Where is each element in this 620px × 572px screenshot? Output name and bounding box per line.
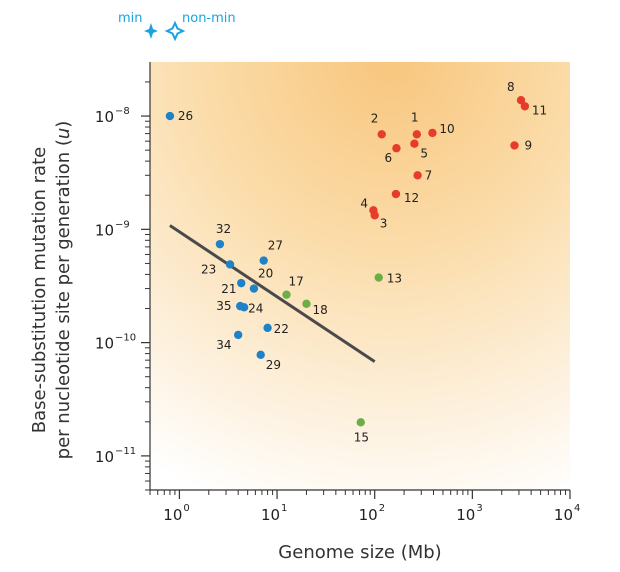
- data-point-label: 22: [274, 322, 289, 336]
- data-point-red: [428, 128, 437, 138]
- data-point-label: 20: [258, 267, 273, 281]
- x-tick-base: 10: [359, 506, 378, 524]
- y-tick-exponent: −11: [115, 446, 136, 457]
- x-tick-base: 10: [163, 506, 182, 524]
- data-point-label: 35: [216, 299, 231, 313]
- y-tick-base: 10: [95, 448, 114, 466]
- x-ticks: [149, 490, 571, 499]
- data-point-red: [410, 139, 419, 148]
- data-point-red: [516, 96, 526, 105]
- data-point-blue: [225, 260, 235, 269]
- data-point-label: 15: [354, 430, 369, 444]
- y-tick-label: 10 −11: [95, 446, 136, 466]
- legend-min-marker: [144, 23, 158, 39]
- x-tick-exponent: 0: [183, 503, 189, 514]
- data-point-label: 26: [178, 109, 193, 123]
- data-point-blue: [233, 330, 243, 340]
- data-point-red: [369, 206, 378, 215]
- x-tick-labels: 10 0 10 1 10 2 10 3 10 4: [163, 503, 580, 524]
- data-point-green: [374, 273, 383, 282]
- data-point-label: 4: [360, 196, 368, 210]
- y-tick-label: 10 −8: [95, 106, 130, 126]
- data-point-label: 3: [380, 216, 388, 230]
- x-tick-base: 10: [456, 506, 475, 524]
- data-point-green: [282, 290, 291, 299]
- trend-line: [169, 224, 376, 363]
- data-point-red: [377, 130, 386, 139]
- y-ticks: [141, 81, 150, 491]
- legend-nonmin-marker: [164, 20, 186, 42]
- y-tick-exponent: −10: [115, 333, 136, 344]
- data-point-blue: [259, 256, 268, 265]
- x-tick-base: 10: [261, 506, 280, 524]
- x-tick-label: 10 3: [456, 503, 482, 524]
- data-point-label: 9: [524, 138, 532, 152]
- data-point-label: 8: [507, 80, 515, 94]
- data-point-labels: 1234567891011121315171820212223242627293…: [178, 80, 547, 444]
- y-tick-base: 10: [95, 335, 114, 353]
- x-tick-label: 10 1: [261, 503, 287, 524]
- legend: min non-min: [118, 11, 236, 42]
- data-points: [165, 96, 530, 427]
- data-point-label: 27: [268, 239, 283, 253]
- data-point-label: 23: [201, 262, 216, 276]
- data-point-red: [412, 130, 422, 139]
- x-axis-title: Genome size (Mb): [278, 542, 441, 563]
- y-axis-title-line2: per nucleotide site per generation (u): [53, 121, 74, 460]
- data-point-blue: [237, 278, 246, 288]
- data-point-label: 5: [420, 147, 428, 161]
- data-point-blue: [249, 284, 259, 293]
- data-point-label: 7: [425, 168, 433, 182]
- x-tick-exponent: 1: [281, 503, 287, 514]
- data-point-label: 24: [248, 301, 263, 315]
- x-tick-base: 10: [554, 506, 573, 524]
- x-tick-label: 10 2: [359, 503, 385, 524]
- data-point-label: 17: [289, 275, 304, 289]
- y-tick-exponent: −9: [115, 219, 130, 230]
- data-point-red: [520, 102, 530, 111]
- data-point-label: 11: [532, 103, 547, 117]
- data-point-label: 34: [216, 338, 231, 352]
- trend-line-group: [169, 224, 376, 363]
- legend-nonmin-label: non-min: [182, 11, 236, 26]
- y-tick-base: 10: [95, 221, 114, 239]
- y-tick-label: 10 −10: [95, 333, 136, 353]
- x-tick-label: 10 0: [163, 503, 189, 524]
- x-tick-label: 10 4: [554, 503, 580, 524]
- y-axis-title-line1: Base-substitution mutation rate: [29, 147, 50, 433]
- data-point-label: 2: [371, 111, 379, 125]
- y-tick-base: 10: [95, 108, 114, 126]
- data-point-blue: [263, 323, 272, 333]
- x-tick-exponent: 4: [574, 503, 580, 514]
- x-tick-exponent: 2: [379, 503, 385, 514]
- data-point-label: 21: [221, 282, 236, 296]
- data-point-blue: [215, 239, 225, 249]
- legend-min-label: min: [118, 11, 143, 26]
- data-point-red: [413, 171, 422, 180]
- data-point-red: [391, 189, 401, 199]
- data-point-blue: [256, 350, 265, 360]
- data-point-label: 6: [384, 151, 392, 165]
- data-point-green: [302, 299, 311, 309]
- data-point-green: [356, 418, 365, 427]
- data-point-label: 12: [404, 191, 419, 205]
- data-point-label: 29: [266, 358, 281, 372]
- data-point-label: 32: [216, 222, 231, 236]
- data-point-label: 10: [439, 122, 454, 136]
- data-point-label: 18: [312, 303, 327, 317]
- y-tick-label: 10 −9: [95, 219, 130, 239]
- data-point-label: 13: [387, 272, 402, 286]
- data-point-label: 1: [411, 110, 419, 124]
- data-point-blue: [165, 111, 175, 121]
- x-tick-exponent: 3: [476, 503, 482, 514]
- data-point-red: [510, 141, 519, 150]
- data-point-red: [392, 144, 401, 153]
- y-tick-exponent: −8: [115, 106, 130, 117]
- data-point-blue: [236, 301, 245, 311]
